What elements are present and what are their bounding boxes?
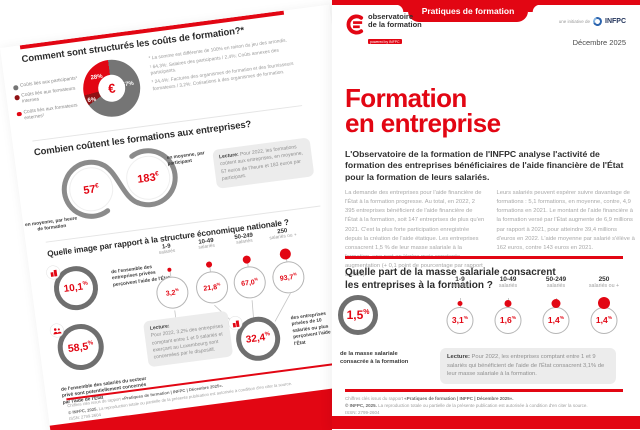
people-icon bbox=[49, 323, 65, 338]
stat-circle-masse-salariale: 1,5% bbox=[338, 295, 378, 335]
footer-rule bbox=[345, 389, 623, 392]
legend-dot-gray-icon bbox=[13, 85, 19, 91]
stat-circle-per-hour: 57€ bbox=[66, 164, 116, 214]
value-circle: 1,4% bbox=[590, 306, 618, 334]
size-dot-icon bbox=[205, 261, 213, 268]
observatoire-logo: observatoire de la formation powered by … bbox=[344, 12, 422, 48]
lecture-note: Lecture: Pour 2022, les formations coûte… bbox=[212, 137, 315, 189]
size-dot-icon bbox=[598, 297, 610, 309]
lead-paragraph: L'Observatoire de la formation de l'INFP… bbox=[345, 149, 624, 182]
bottom-band bbox=[332, 416, 640, 429]
value-circle: 1,6% bbox=[494, 306, 522, 334]
size-dot-icon bbox=[242, 255, 252, 265]
donut-hole: € bbox=[96, 73, 127, 104]
section-title-masse-salariale: Quelle part de la masse salariale consac… bbox=[345, 267, 556, 291]
main-title: Formation en entreprise bbox=[345, 83, 501, 139]
size-dot-icon bbox=[551, 298, 561, 308]
powered-by-tag: powered by INFPC bbox=[368, 39, 402, 45]
size-dot-icon bbox=[167, 267, 172, 273]
lecture-note: Lecture: Pour 2022, 3,2% des entreprises… bbox=[142, 310, 234, 368]
ribbon-wing bbox=[528, 4, 540, 12]
size-column-10-49: 10-49 salariés 1,6% bbox=[484, 276, 532, 334]
value-circle: 1,4% bbox=[542, 306, 570, 334]
euro-symbol: € bbox=[107, 80, 117, 97]
issue-date: Décembre 2025 bbox=[572, 38, 626, 47]
legend-dot-red-icon bbox=[16, 111, 22, 117]
value-circle: 93,7% bbox=[270, 259, 307, 296]
value-circle: 67,0% bbox=[231, 264, 268, 301]
value-circle: 3,1% bbox=[446, 306, 474, 334]
infpc-logo-icon bbox=[591, 15, 604, 28]
size-column-250plus: 250 salariés ou + 1,4% bbox=[580, 276, 628, 334]
body-column-2: Leurs salariés peuvent espérer suivre da… bbox=[496, 190, 635, 251]
size-dot-icon bbox=[279, 247, 292, 261]
banner-tab: Pratiques de formation bbox=[408, 0, 528, 22]
right-page: Pratiques de formation observatoire de l… bbox=[332, 0, 640, 430]
size-dot-icon bbox=[457, 300, 463, 306]
size-column-1-9: 1-9 salariés 3,1% bbox=[436, 276, 484, 334]
size-dot-icon bbox=[504, 299, 512, 307]
donut-legend: Coûts liés aux participants¹ Coûts liés … bbox=[13, 76, 84, 127]
building-icon bbox=[45, 265, 61, 280]
stat-circle-per-participant: 183€ bbox=[123, 153, 173, 203]
value-circle: 21,8% bbox=[194, 269, 231, 306]
legend-dot-darkred-icon bbox=[14, 95, 20, 101]
ribbon-wing bbox=[396, 4, 408, 12]
page-footer: Chiffres clés issus du rapport «Pratique… bbox=[345, 396, 588, 415]
cost-structure-donut-chart: 28% 6% 67% € bbox=[79, 56, 144, 121]
caption-masse-salariale: de la masse salariale consacrée à la for… bbox=[340, 351, 409, 366]
lecture-note: Lecture: Pour 2022, les entreprises comp… bbox=[440, 348, 616, 384]
initiative-logo: une initiative de INFPC bbox=[559, 15, 626, 28]
observatoire-logo-icon bbox=[346, 14, 364, 35]
section-rule bbox=[345, 256, 623, 259]
size-column-50-249: 50-249 salariés 1,4% bbox=[532, 276, 580, 334]
caption-per-hour: en moyenne, par heure de formation bbox=[24, 216, 78, 234]
caption-per-participant: en moyenne, par participant bbox=[166, 151, 205, 168]
donut-label-dark: 6% bbox=[87, 96, 97, 104]
